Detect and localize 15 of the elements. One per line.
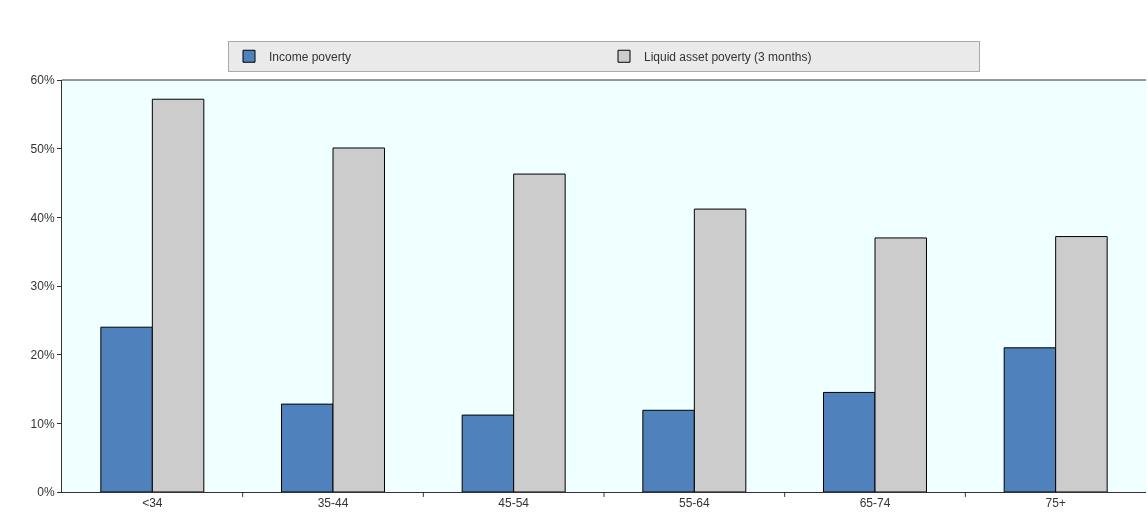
x-tick-label: 65-74 [859, 496, 891, 511]
y-tick-label: 60% [30, 73, 55, 88]
y-tick-label: 30% [30, 279, 55, 294]
x-tick-label: 75+ [1045, 496, 1066, 511]
y-tick-label: 10% [30, 416, 55, 431]
legend-label: Liquid asset poverty (3 months) [644, 49, 812, 64]
y-tick-label: 40% [30, 210, 55, 225]
x-tick-label: 55-64 [678, 496, 710, 511]
y-tick-label: 50% [30, 141, 55, 156]
x-tick-label: 35-44 [317, 496, 349, 511]
x-tick-label: <34 [142, 496, 163, 511]
legend-label: Income poverty [269, 49, 352, 64]
y-tick-label: 20% [30, 347, 55, 362]
x-tick-label: 45-54 [498, 496, 530, 511]
y-tick-label: 0% [37, 485, 55, 500]
